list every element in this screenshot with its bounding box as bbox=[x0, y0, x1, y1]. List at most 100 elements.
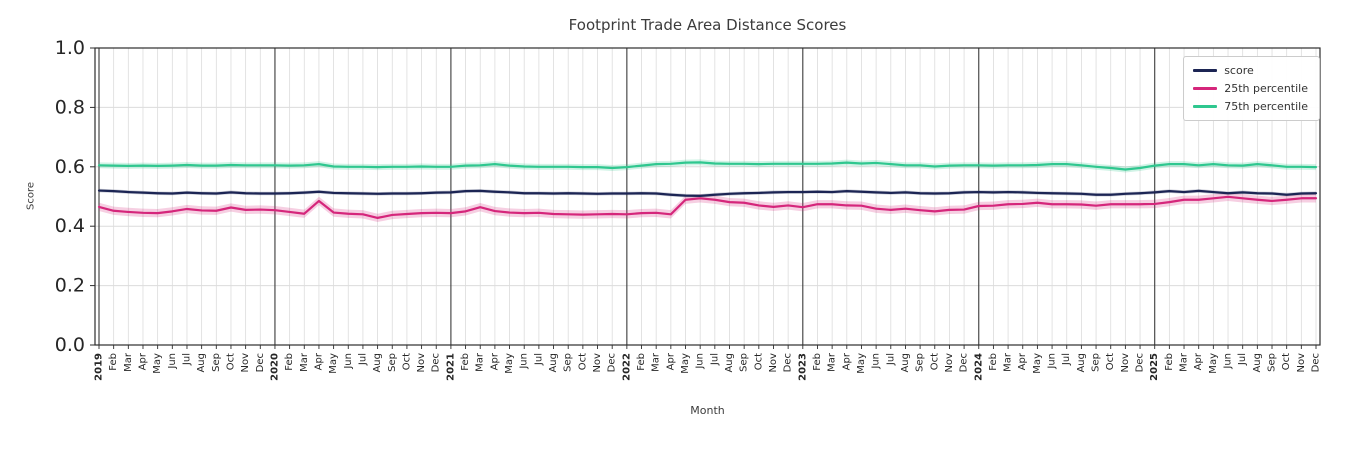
x-tick-label-month: Jul bbox=[181, 353, 192, 366]
x-tick-label-month: Oct bbox=[401, 353, 412, 370]
legend-swatch-score bbox=[1193, 69, 1218, 72]
legend-item-score: score bbox=[1193, 64, 1308, 77]
x-tick-label-month: Feb bbox=[988, 353, 999, 371]
x-tick-label-month: Nov bbox=[1296, 353, 1307, 373]
x-tick-label-month: Jul bbox=[709, 353, 720, 366]
x-tick-label-month: Nov bbox=[416, 353, 427, 373]
legend-swatch-25th-percentile bbox=[1193, 87, 1218, 90]
y-tick-label: 0.0 bbox=[55, 334, 85, 356]
x-tick-label-month: Feb bbox=[812, 353, 823, 371]
plot-frame bbox=[94, 47, 1321, 346]
x-tick-label-month: Aug bbox=[196, 353, 207, 373]
x-tick-label-month: Jul bbox=[533, 353, 544, 366]
x-tick-label-month: Apr bbox=[489, 352, 500, 370]
legend-label: 75th percentile bbox=[1224, 100, 1308, 113]
x-tick-label-month: Feb bbox=[460, 353, 471, 371]
x-tick-label-year: 2019 bbox=[94, 353, 105, 381]
x-tick-label-month: Nov bbox=[944, 353, 955, 373]
x-tick-label-month: Nov bbox=[1120, 353, 1131, 373]
x-tick-label-month: Apr bbox=[841, 352, 852, 370]
legend-label: score bbox=[1224, 64, 1254, 77]
x-tick-label-month: Nov bbox=[768, 353, 779, 373]
x-tick-label-month: Jul bbox=[357, 353, 368, 366]
x-tick-label-month: May bbox=[856, 353, 867, 374]
legend-item-25th-percentile: 25th percentile bbox=[1193, 82, 1308, 95]
y-tick-label: 0.2 bbox=[55, 275, 85, 297]
x-tick-label-month: Jun bbox=[1223, 353, 1234, 370]
x-tick-label-month: Sep bbox=[1267, 353, 1278, 372]
x-tick-label-month: Mar bbox=[1179, 352, 1190, 372]
band-75th-percentile bbox=[99, 159, 1316, 173]
x-tick-label-month: Feb bbox=[1164, 353, 1175, 371]
x-tick-label-month: Jun bbox=[695, 353, 706, 370]
x-tick-label-month: Dec bbox=[783, 353, 794, 372]
x-axis-label: Month bbox=[690, 404, 725, 417]
x-tick-label-month: Oct bbox=[225, 353, 236, 370]
x-tick-label-month: Feb bbox=[636, 353, 647, 371]
x-tick-label-month: May bbox=[1032, 353, 1043, 374]
x-tick-label-month: Sep bbox=[211, 353, 222, 372]
x-tick-label-year: 2022 bbox=[621, 353, 632, 381]
y-tick-label: 1.0 bbox=[55, 37, 85, 59]
x-tick-label-month: May bbox=[504, 353, 515, 374]
x-tick-label-month: Mar bbox=[651, 352, 662, 372]
x-tick-label-year: 2020 bbox=[269, 353, 280, 381]
x-tick-label-month: Mar bbox=[827, 352, 838, 372]
x-tick-label-month: Apr bbox=[137, 352, 148, 370]
x-tick-label-month: Dec bbox=[1135, 353, 1146, 372]
x-tick-label-month: Dec bbox=[959, 353, 970, 372]
x-tick-label-month: Dec bbox=[431, 353, 442, 372]
x-tick-label-year: 2025 bbox=[1149, 353, 1160, 381]
x-tick-label-month: Dec bbox=[1311, 353, 1322, 372]
x-tick-label-month: Jun bbox=[167, 353, 178, 370]
line-score bbox=[97, 189, 1318, 198]
x-tick-label-month: May bbox=[680, 353, 691, 374]
x-tick-label-month: Oct bbox=[753, 353, 764, 370]
x-tick-label-month: Mar bbox=[1003, 352, 1014, 372]
x-tick-label-month: Dec bbox=[255, 353, 266, 372]
x-tick-label-month: Sep bbox=[1091, 353, 1102, 372]
x-tick-label-month: Aug bbox=[724, 353, 735, 373]
x-tick-label-month: May bbox=[328, 353, 339, 374]
x-tick-label-month: May bbox=[152, 353, 163, 374]
x-tick-label-month: Oct bbox=[929, 353, 940, 370]
legend-label: 25th percentile bbox=[1224, 82, 1308, 95]
x-tick-label-month: Aug bbox=[548, 353, 559, 373]
line-75th-percentile bbox=[97, 161, 1318, 171]
x-tick-label-month: Oct bbox=[1281, 353, 1292, 370]
x-tick-label-month: Apr bbox=[1017, 352, 1028, 370]
y-tick-label: 0.4 bbox=[55, 215, 85, 237]
x-tick-label-month: Mar bbox=[475, 352, 486, 372]
band-score bbox=[99, 188, 1316, 198]
x-tick-label-month: Aug bbox=[1252, 353, 1263, 373]
x-tick-label-month: Sep bbox=[739, 353, 750, 372]
x-tick-label-month: Oct bbox=[577, 353, 588, 370]
x-tick-label-month: Apr bbox=[1193, 352, 1204, 370]
x-tick-label-month: Sep bbox=[563, 353, 574, 372]
x-tick-label-month: Feb bbox=[108, 353, 119, 371]
x-tick-label-year: 2023 bbox=[797, 353, 808, 381]
x-tick-label-month: Aug bbox=[900, 353, 911, 373]
x-tick-label-month: Jun bbox=[871, 353, 882, 370]
chart-title: Footprint Trade Area Distance Scores bbox=[568, 16, 847, 34]
x-tick-label-month: Jun bbox=[1047, 353, 1058, 370]
x-tick-label-month: Dec bbox=[607, 353, 618, 372]
y-tick-label: 0.6 bbox=[55, 156, 85, 178]
x-tick-label-month: Jul bbox=[885, 353, 896, 366]
y-axis-label: Score bbox=[25, 181, 37, 211]
x-tick-label-month: Sep bbox=[387, 353, 398, 372]
x-tick-label-month: Mar bbox=[299, 352, 310, 372]
x-tick-label-month: Aug bbox=[372, 353, 383, 373]
legend-item-75th-percentile: 75th percentile bbox=[1193, 100, 1308, 113]
y-tick-label: 0.8 bbox=[55, 96, 85, 118]
x-tick-label-month: Nov bbox=[240, 353, 251, 373]
x-tick-label-year: 2021 bbox=[445, 353, 456, 381]
legend-swatch-75th-percentile bbox=[1193, 105, 1218, 108]
band-25th-percentile bbox=[99, 192, 1316, 223]
legend: score 25th percentile 75th percentile bbox=[1183, 56, 1320, 121]
x-tick-label-month: Jun bbox=[519, 353, 530, 370]
x-tick-label-month: Feb bbox=[284, 353, 295, 371]
x-tick-label-month: Nov bbox=[592, 353, 603, 373]
